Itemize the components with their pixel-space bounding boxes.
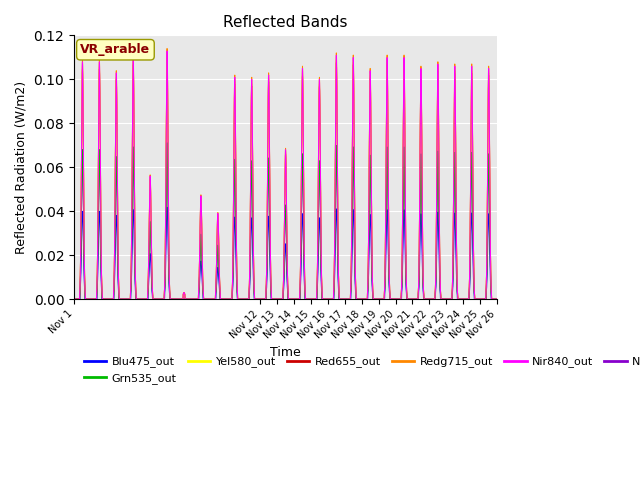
Title: Reflected Bands: Reflected Bands	[223, 15, 348, 30]
Line: Red655_out: Red655_out	[74, 59, 497, 299]
Blu475_out	[147, 261, 155, 266]
Blu475_out	[163, 204, 171, 210]
Line: Yel580_out: Yel580_out	[74, 56, 497, 299]
Red655_out	[232, 161, 239, 167]
Blu475_out	[70, 296, 78, 302]
Grn535_out	[386, 291, 394, 297]
Redg715_out	[418, 150, 426, 156]
Blu475_out	[346, 296, 353, 302]
Redg715_out	[70, 296, 78, 302]
Red655_out	[346, 296, 353, 302]
Blu475_out	[418, 242, 426, 248]
Grn535_out	[232, 208, 239, 214]
Line: Nir945_out: Nir945_out	[74, 145, 497, 299]
Yel580_out	[493, 296, 501, 302]
Redg715_out	[386, 288, 394, 294]
Line: Nir840_out: Nir840_out	[74, 51, 497, 299]
Yel580_out	[324, 296, 332, 302]
Nir840_out	[324, 296, 332, 302]
Nir945_out	[163, 143, 171, 148]
Blu475_out	[493, 296, 501, 302]
Grn535_out	[324, 296, 332, 302]
Line: Redg715_out: Redg715_out	[74, 48, 497, 299]
Yel580_out	[232, 159, 239, 165]
Nir840_out	[232, 156, 239, 162]
Nir945_out	[147, 237, 155, 243]
Line: Blu475_out: Blu475_out	[74, 207, 497, 299]
Nir945_out	[232, 210, 239, 216]
Red655_out	[147, 204, 155, 209]
Yel580_out	[163, 53, 171, 59]
Nir840_out	[70, 296, 78, 302]
X-axis label: Time: Time	[270, 346, 301, 359]
Yel580_out	[418, 154, 426, 160]
Redg715_out	[346, 296, 353, 302]
Yel580_out	[386, 289, 394, 295]
Red655_out	[324, 296, 332, 302]
Grn535_out	[163, 140, 171, 145]
Blu475_out	[232, 244, 239, 250]
Grn535_out	[346, 296, 353, 302]
Grn535_out	[147, 236, 155, 242]
Blu475_out	[324, 296, 332, 302]
Nir945_out	[493, 296, 501, 302]
Nir945_out	[324, 296, 332, 302]
Nir945_out	[346, 296, 353, 302]
Yel580_out	[346, 296, 353, 302]
Red655_out	[70, 296, 78, 302]
Nir840_out	[147, 201, 155, 206]
Yel580_out	[147, 203, 155, 208]
Nir840_out	[386, 289, 394, 295]
Red655_out	[493, 296, 501, 302]
Redg715_out	[232, 155, 239, 161]
Grn535_out	[493, 296, 501, 302]
Nir945_out	[418, 206, 426, 212]
Nir840_out	[346, 296, 353, 302]
Redg715_out	[163, 46, 171, 51]
Redg715_out	[493, 296, 501, 302]
Redg715_out	[324, 296, 332, 302]
Blu475_out	[386, 296, 394, 302]
Yel580_out	[70, 296, 78, 302]
Red655_out	[418, 156, 426, 161]
Nir840_out	[418, 151, 426, 157]
Red655_out	[163, 56, 171, 61]
Grn535_out	[70, 296, 78, 302]
Nir840_out	[163, 48, 171, 54]
Text: VR_arable: VR_arable	[81, 43, 150, 56]
Nir945_out	[70, 296, 78, 302]
Line: Grn535_out: Grn535_out	[74, 143, 497, 299]
Legend: Blu475_out, Grn535_out, Yel580_out, Red655_out, Redg715_out, Nir840_out, Nir945_: Blu475_out, Grn535_out, Yel580_out, Red6…	[79, 352, 640, 388]
Nir840_out	[493, 296, 501, 302]
Redg715_out	[147, 200, 155, 205]
Y-axis label: Reflected Radiation (W/m2): Reflected Radiation (W/m2)	[15, 81, 28, 254]
Grn535_out	[418, 205, 426, 211]
Nir945_out	[386, 291, 394, 297]
Red655_out	[386, 289, 394, 295]
